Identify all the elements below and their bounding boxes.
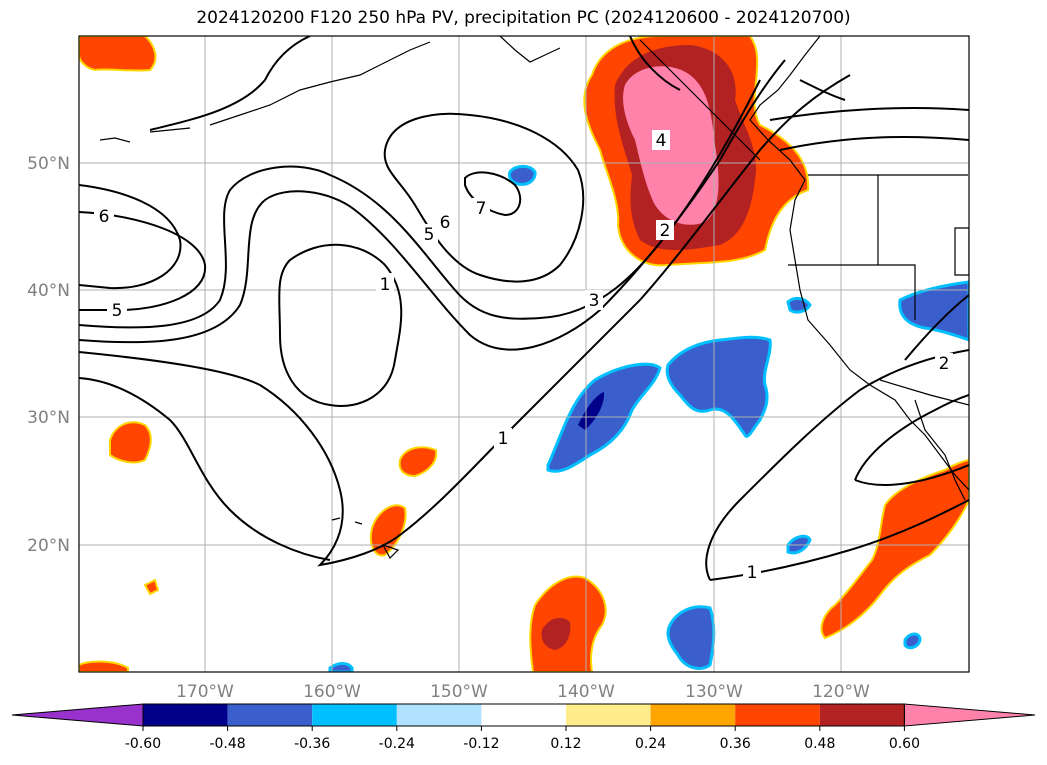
colorbar-labels: -0.60 -0.48 -0.36 -0.24 -0.12 0.12 0.24 0.36 0.4… [125,726,920,752]
colorbar-extend-low [11,703,144,727]
contour-label: 5 [112,301,123,321]
contour-label: 1 [380,275,391,295]
contour-label: 7 [476,199,487,219]
precip-neg-blob-2 [665,335,772,438]
contour-label: 1 [747,563,758,583]
contour-label: 6 [440,213,451,233]
contour-label: 2 [660,221,671,241]
lon-label: 120°W [812,682,870,700]
colorbar-segment [481,704,566,726]
precip-blob-nw-corner [79,36,157,72]
colorbar-segment [227,704,313,726]
precip-blob-south-central [529,575,607,672]
map-frame [78,35,970,673]
lon-label: 170°W [176,682,234,700]
colorbar-extend-high [903,703,1036,727]
map-panel: 6 5 7 6 5 1 1 3 4 2 1 2 50°N 40°N 30°N 2… [27,35,970,700]
colorbar-tick-label: -0.24 [379,736,415,752]
lat-label: 40°N [27,281,70,301]
lat-label: 50°N [27,154,70,174]
lon-label: 140°W [557,682,615,700]
colorbar-segments [11,703,1036,727]
colorbar-segment [312,704,397,726]
contour-label: 4 [656,131,667,151]
colorbar-tick-label: 0.24 [635,736,666,752]
colorbar-tick-label: 0.48 [804,736,835,752]
lon-label: 130°W [685,682,743,700]
contour-label: 2 [939,354,950,374]
colorbar-segment [650,704,736,726]
colorbar-tick-label: 0.12 [550,736,581,752]
colorbar-segment [143,704,228,726]
colorbar-tick-label: -0.48 [209,736,245,752]
precip-blob-mexico [820,458,969,640]
contour-label: 5 [424,225,435,245]
contour-label: 6 [99,207,110,227]
colorbar-tick-label: -0.60 [125,736,161,752]
colorbar-segment [566,704,651,726]
lat-label: 20°N [27,536,70,556]
lon-label: 150°W [430,682,488,700]
colorbar-segment [396,704,482,726]
map-title: 2024120200 F120 250 hPa PV, precipitatio… [196,8,851,28]
contour-label: 3 [589,291,600,311]
colorbar-tick-label: -0.36 [294,736,330,752]
colorbar-segment [735,704,820,726]
contour-label: 1 [498,429,509,449]
colorbar-frame [142,703,905,727]
coastlines [99,36,969,559]
colorbar-segment [819,704,905,726]
colorbar-tick-label: 0.60 [889,736,920,752]
lon-label: 160°W [303,682,361,700]
lat-label: 30°N [27,408,70,428]
colorbar-tick-label: -0.12 [463,736,499,752]
precip-neg-blob-3 [328,164,969,672]
colorbar-tick-label: 0.36 [720,736,751,752]
